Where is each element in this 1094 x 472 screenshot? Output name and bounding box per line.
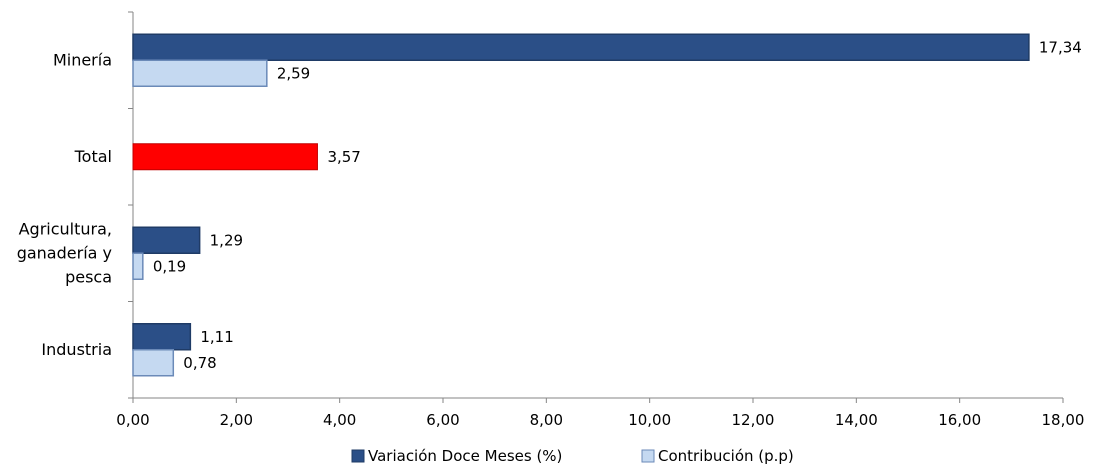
legend-label-2: Contribución (p.p): [658, 447, 794, 465]
x-tick-label: 18,00: [1042, 411, 1085, 429]
bar-series-2[interactable]: [132, 349, 175, 377]
legend-label-1: Variación Doce Meses (%): [368, 447, 562, 465]
category-label: Industria: [41, 340, 112, 359]
x-tick-label: 10,00: [628, 411, 671, 429]
x-tick-label: 0,00: [116, 411, 149, 429]
bar-layer: [132, 33, 1030, 377]
legend-swatch-1: [351, 449, 365, 463]
category-label: pesca: [65, 267, 112, 286]
category-label: ganadería y: [17, 243, 112, 262]
category-label: Agricultura,: [19, 219, 112, 238]
x-tick-label: 8,00: [530, 411, 563, 429]
axis-layer: 0,00 2,00 4,00 6,00 8,00 10,00 12,00 14,00 16,00…: [116, 11, 1085, 429]
legend-swatch-2: [641, 449, 655, 463]
bar-series-1[interactable]: [132, 33, 1030, 61]
x-tick-label: 2,00: [220, 411, 253, 429]
x-tick-label: 4,00: [323, 411, 356, 429]
data-label-series-2: 0,19: [153, 257, 186, 275]
data-label-series-1: 1,11: [200, 328, 233, 346]
category-label: Total: [74, 147, 112, 166]
data-label-total: 3,57: [327, 148, 360, 166]
data-label-series-1: 17,34: [1039, 38, 1082, 56]
label-layer: Minería 17,34 2,59 Total 3,57 Agricultura, gan…: [17, 38, 1082, 372]
bar-series-1[interactable]: [132, 323, 192, 351]
data-label-series-2: 0,78: [183, 354, 216, 372]
bar-series-2[interactable]: [132, 59, 268, 87]
category-label: Minería: [53, 50, 112, 69]
data-label-series-2: 2,59: [277, 64, 310, 82]
x-tick-label: 14,00: [835, 411, 878, 429]
bar-series-1[interactable]: [132, 226, 201, 254]
data-label-series-1: 1,29: [210, 231, 243, 249]
x-tick-label: 16,00: [938, 411, 981, 429]
x-tick-label: 6,00: [426, 411, 459, 429]
x-tick-label: 12,00: [732, 411, 775, 429]
legend: Variación Doce Meses (%) Contribución (p.…: [351, 447, 794, 465]
bar-total[interactable]: [132, 143, 318, 171]
bar-series-2[interactable]: [132, 252, 144, 280]
